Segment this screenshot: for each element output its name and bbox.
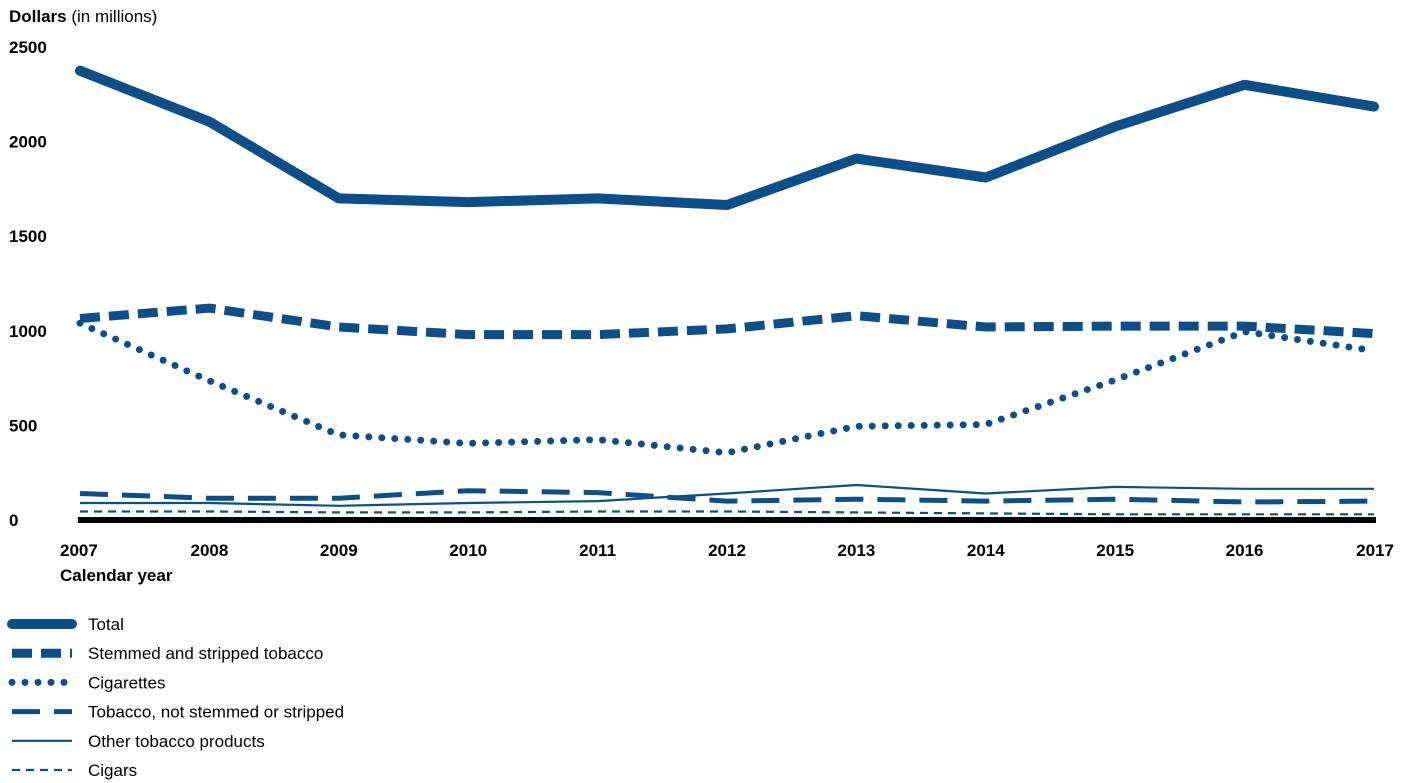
legend-label-other-tobacco-products: Other tobacco products (88, 732, 265, 751)
x-tick-2015: 2015 (1096, 541, 1134, 560)
y-tick-labels: 0 500 1000 1500 2000 2500 (9, 38, 47, 530)
y-tick-1000: 1000 (9, 322, 47, 341)
legend-label-cigarettes: Cigarettes (88, 673, 165, 692)
x-tick-2016: 2016 (1226, 541, 1264, 560)
legend-label-total: Total (88, 615, 124, 634)
y-axis-label-bold: Dollars (9, 7, 67, 26)
y-tick-2000: 2000 (9, 133, 47, 152)
y-axis-label-unit: (in millions) (67, 7, 158, 26)
x-tick-labels: 2007 2008 2009 2010 2011 2012 2013 2014 2015 2016… (60, 541, 1394, 560)
x-tick-2014: 2014 (967, 541, 1005, 560)
series-line-cigarettes (76, 319, 1378, 457)
series-line-tobacco-not-stemmed-or-stripped (79, 488, 1375, 505)
series-line-total (75, 65, 1379, 210)
x-tick-2007: 2007 (60, 541, 98, 560)
legend-label-stemmed-and-stripped-tobacco: Stemmed and stripped tobacco (88, 644, 323, 663)
x-tick-2009: 2009 (320, 541, 358, 560)
series-line-other-tobacco-products (80, 483, 1374, 507)
x-tick-2008: 2008 (190, 541, 228, 560)
x-tick-2010: 2010 (449, 541, 487, 560)
legend: Total Stemmed and stripped tobacco Cigaret… (7, 615, 344, 780)
x-tick-2017: 2017 (1356, 541, 1394, 560)
x-axis-label: Calendar year (60, 566, 173, 585)
x-tick-2011: 2011 (579, 541, 616, 560)
y-tick-1500: 1500 (9, 227, 47, 246)
y-tick-500: 500 (9, 416, 37, 435)
y-axis-label: Dollars (in millions) (9, 7, 157, 26)
series-line-stemmed-and-stripped-tobacco (79, 303, 1375, 340)
y-tick-0: 0 (9, 511, 18, 530)
series-line-cigars (80, 510, 1374, 516)
y-tick-2500: 2500 (9, 38, 47, 57)
legend-label-cigars: Cigars (88, 761, 137, 780)
x-tick-2013: 2013 (837, 541, 875, 560)
series-lines (75, 65, 1379, 516)
x-tick-2012: 2012 (708, 541, 746, 560)
legend-label-tobacco-not-stemmed-or-stripped: Tobacco, not stemmed or stripped (88, 703, 344, 722)
